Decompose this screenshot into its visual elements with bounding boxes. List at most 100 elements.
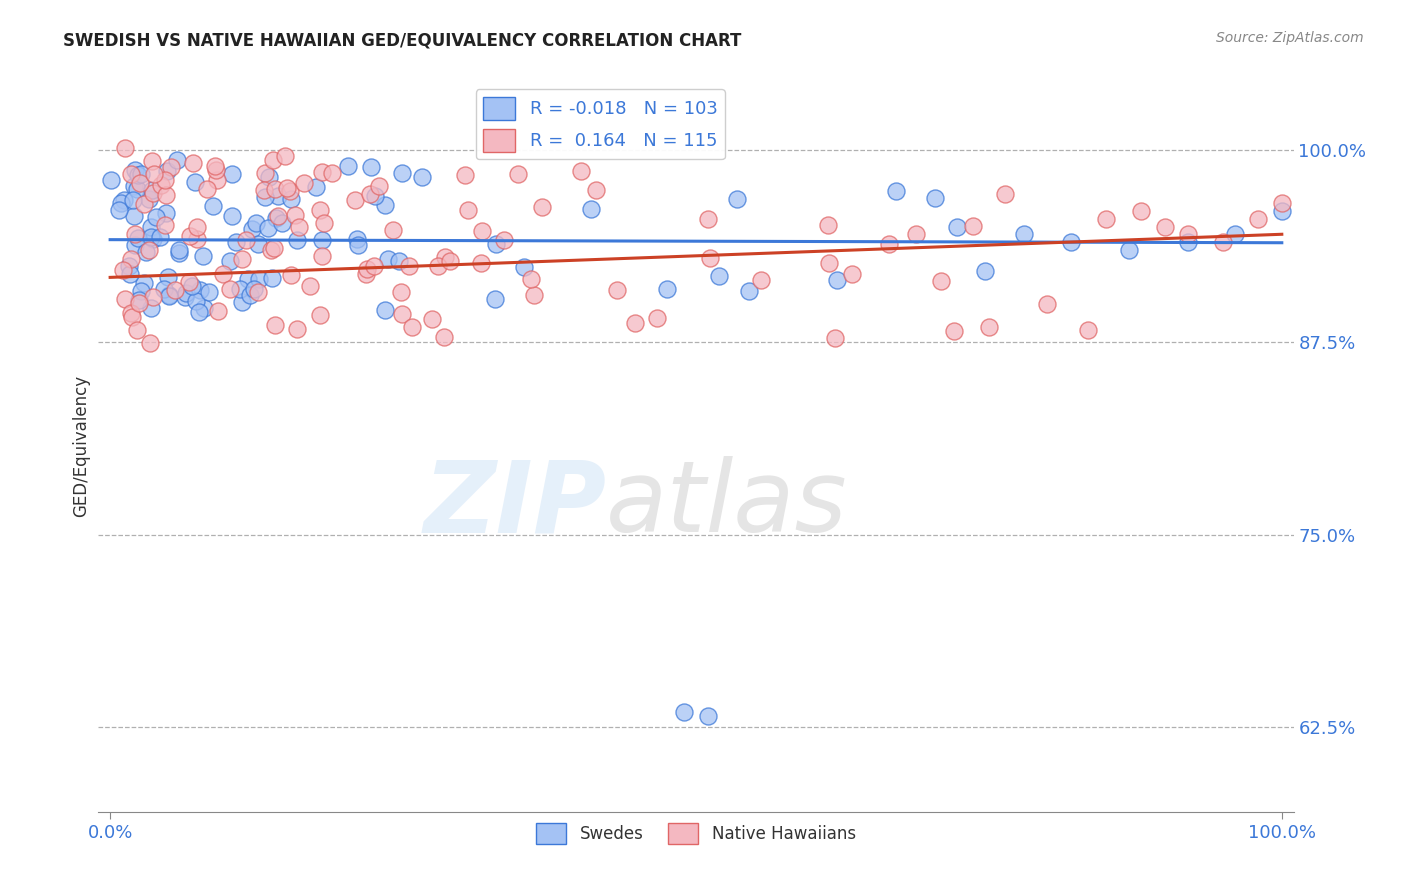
- Point: [124, 209, 146, 223]
- Point: [884, 184, 907, 198]
- Point: [142, 186, 165, 201]
- Point: [127, 168, 149, 182]
- Point: [271, 216, 294, 230]
- Point: [818, 255, 841, 269]
- Point: [433, 251, 456, 265]
- Point: [114, 293, 136, 307]
- Point: [924, 191, 946, 205]
- Point: [179, 229, 201, 244]
- Point: [141, 153, 163, 168]
- Point: [201, 199, 224, 213]
- Point: [132, 276, 155, 290]
- Point: [1077, 323, 1099, 337]
- Point: [120, 252, 142, 266]
- Point: [343, 193, 366, 207]
- Text: Source: ZipAtlas.com: Source: ZipAtlas.com: [1216, 31, 1364, 45]
- Point: [112, 193, 135, 207]
- Point: [262, 153, 284, 167]
- Point: [1177, 235, 1199, 249]
- Point: [696, 212, 718, 227]
- Point: [141, 183, 163, 197]
- Point: [1012, 227, 1035, 242]
- Point: [367, 179, 389, 194]
- Point: [186, 232, 208, 246]
- Point: [314, 216, 336, 230]
- Point: [141, 301, 163, 315]
- Point: [121, 310, 143, 324]
- Point: [231, 252, 253, 267]
- Point: [157, 289, 180, 303]
- Point: [153, 219, 176, 233]
- Point: [247, 236, 270, 251]
- Point: [218, 282, 240, 296]
- Point: [180, 278, 202, 293]
- Point: [266, 189, 288, 203]
- Point: [149, 178, 172, 192]
- Point: [433, 330, 456, 344]
- Point: [276, 181, 298, 195]
- Point: [977, 319, 1000, 334]
- Point: [530, 200, 553, 214]
- Point: [391, 307, 413, 321]
- Point: [139, 219, 162, 234]
- Point: [219, 254, 242, 268]
- Point: [974, 264, 997, 278]
- Point: [163, 283, 186, 297]
- Y-axis label: GED/Equivalency: GED/Equivalency: [72, 375, 90, 517]
- Point: [1271, 204, 1294, 219]
- Point: [824, 331, 846, 345]
- Point: [877, 236, 900, 251]
- Point: [278, 184, 301, 198]
- Point: [239, 288, 262, 302]
- Point: [411, 170, 433, 185]
- Point: [128, 293, 150, 308]
- Point: [181, 156, 204, 170]
- Point: [1247, 211, 1270, 226]
- Point: [253, 166, 276, 180]
- Point: [606, 284, 628, 298]
- Point: [749, 273, 772, 287]
- Point: [484, 292, 506, 306]
- Point: [485, 236, 508, 251]
- Point: [221, 167, 243, 181]
- Point: [1036, 296, 1059, 310]
- Point: [205, 173, 228, 187]
- Point: [246, 285, 269, 300]
- Point: [738, 285, 761, 299]
- Point: [264, 318, 287, 333]
- Point: [391, 166, 413, 180]
- Point: [264, 211, 287, 225]
- Point: [159, 288, 181, 302]
- Point: [138, 192, 160, 206]
- Legend: Swedes, Native Hawaiians: Swedes, Native Hawaiians: [530, 816, 862, 851]
- Point: [262, 271, 284, 285]
- Point: [120, 306, 142, 320]
- Point: [184, 175, 207, 189]
- Point: [120, 168, 142, 182]
- Point: [287, 220, 309, 235]
- Point: [198, 285, 221, 299]
- Point: [191, 249, 214, 263]
- Point: [360, 160, 382, 174]
- Point: [186, 220, 208, 235]
- Point: [285, 233, 308, 247]
- Point: [280, 192, 302, 206]
- Point: [121, 193, 143, 207]
- Point: [305, 179, 328, 194]
- Point: [142, 232, 165, 246]
- Point: [125, 323, 148, 337]
- Point: [825, 273, 848, 287]
- Point: [124, 237, 146, 252]
- Point: [470, 256, 492, 270]
- Point: [156, 163, 179, 178]
- Point: [1223, 227, 1246, 242]
- Text: SWEDISH VS NATIVE HAWAIIAN GED/EQUIVALENCY CORRELATION CHART: SWEDISH VS NATIVE HAWAIIAN GED/EQUIVALEN…: [63, 31, 741, 49]
- Point: [346, 238, 368, 252]
- Point: [155, 206, 177, 220]
- Point: [377, 252, 399, 266]
- Point: [212, 267, 235, 281]
- Point: [114, 141, 136, 155]
- Point: [962, 219, 984, 234]
- Point: [173, 290, 195, 304]
- Point: [585, 183, 607, 197]
